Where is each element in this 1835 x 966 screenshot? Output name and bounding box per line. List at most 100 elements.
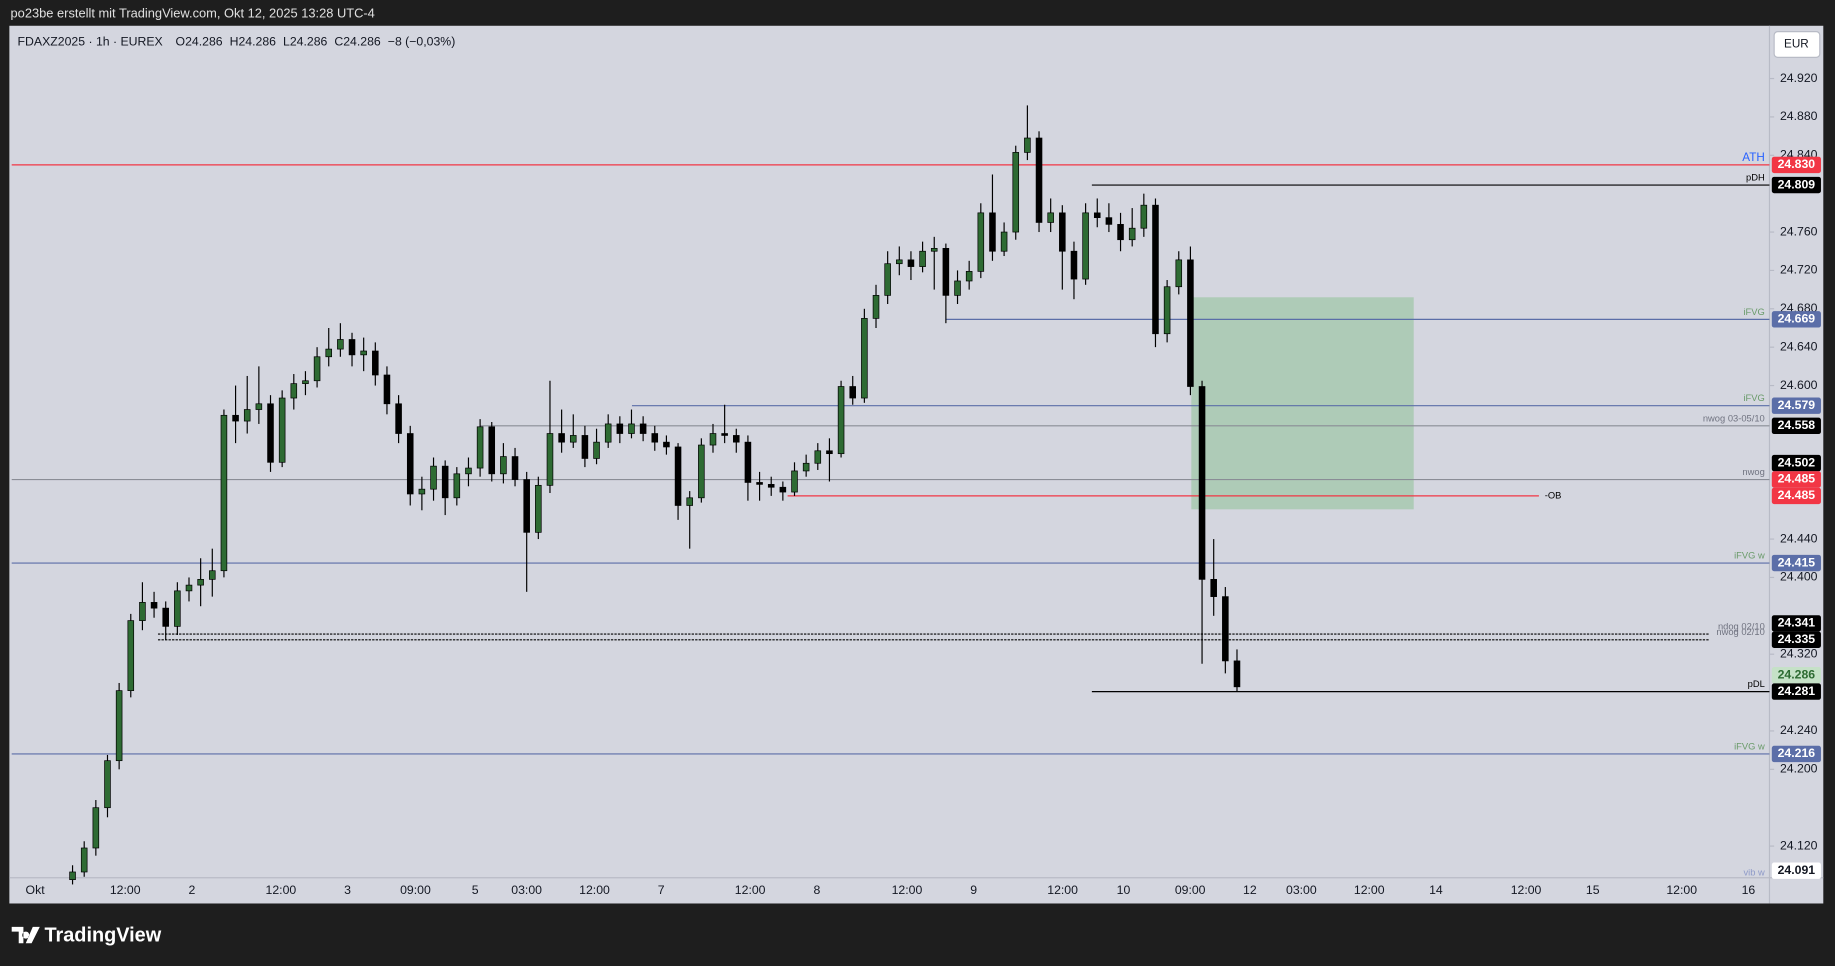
candle-body [663,441,670,448]
level-name: pDH [1746,172,1765,182]
legend-value: O24.286 [176,34,223,48]
x-tick-label: Okt [26,883,46,897]
candle-body [581,435,589,459]
candle-body [243,409,251,422]
candle-body [162,607,169,627]
candle-body [861,318,868,399]
price-tag-label: 24.830 [1778,157,1816,171]
price-tag [1771,862,1821,879]
candle-body [930,248,938,252]
candle-body [896,259,903,265]
level-name: iFVG [1743,393,1764,403]
candle-body [698,444,705,499]
candle-body [686,497,693,506]
currency-box[interactable] [1773,31,1821,58]
legend-value: C24.286 [334,34,381,48]
x-tick-label: 12 [1243,883,1257,897]
x-tick-label: 16 [1742,883,1756,897]
candle-body [709,433,717,446]
x-tick-label: 12:00 [892,883,923,897]
price-tag-label: 24.485 [1778,472,1816,486]
price-tag [1771,667,1821,684]
price-tag-label: 24.091 [1778,863,1816,877]
level-name: ndog 02/10 [1718,621,1765,631]
y-tick-label: 24.240 [1780,723,1818,737]
candle-body [756,482,763,485]
currency[interactable]: EUR [1784,38,1809,51]
candle-body [220,414,228,572]
candle-body [628,423,635,434]
candle-body [1000,231,1008,252]
price-tag [1771,631,1821,648]
candle-body [616,423,624,434]
price-tag-label: 24.669 [1778,312,1816,326]
candle-body [1163,286,1171,335]
candle-body [267,403,274,463]
price-tag-label: 24.502 [1778,455,1816,469]
candle-body [209,570,216,580]
candle-body [1024,137,1031,153]
candle-body [92,807,100,849]
x-tick-label: 5 [472,883,479,897]
x-tick-label: 12:00 [1666,883,1697,897]
candle-body [511,456,519,480]
x-tick-label: 12:00 [1511,883,1542,897]
zone [1191,297,1414,510]
candle-body [1012,152,1020,233]
candle-body [1059,212,1066,252]
candle-body [80,847,88,873]
y-tick-label: 24.880 [1780,109,1818,123]
candle-body [907,259,915,267]
price-tag [1771,487,1821,505]
candle-body [593,441,600,459]
candle-body [255,403,263,410]
candle-body [674,446,682,506]
level-name: nwog 03-05/10 [1703,413,1765,423]
y-tick-label: 24.200 [1780,762,1818,776]
x-tick-label: 12:00 [735,883,766,897]
candle-body [185,584,193,592]
price-tag [1771,311,1821,328]
candle-body [488,426,496,475]
level-name: iFVG w [1734,741,1765,751]
candle-body [569,435,577,443]
y-tick-label: 24.400 [1780,570,1818,584]
price-tag [1771,471,1821,488]
legend-value: −8 (−0,03%) [388,34,456,48]
level-name: -OB [1545,490,1562,500]
candle-body [779,486,787,493]
x-tick-label: 8 [813,883,820,897]
level-name: nwog 02/10 [1716,627,1764,637]
candle-body [465,467,472,475]
candle-body [104,760,111,809]
candle-body [69,871,76,881]
candle-body [733,435,740,443]
candle-body [278,397,286,463]
x-tick-label: 14 [1429,883,1443,897]
candle-body [337,339,344,350]
x-tick-label: 12:00 [266,883,297,897]
candle-body [721,433,728,436]
x-tick-label: 12:00 [110,883,141,897]
candle-body [977,212,985,272]
candle-body [558,433,565,443]
candle-body [523,479,530,533]
candle-body [1117,224,1124,241]
candle-body [174,590,181,627]
candle-body [1128,227,1136,241]
candle-body [872,295,880,319]
candle-body [1187,259,1194,387]
y-tick-label: 24.640 [1780,339,1818,353]
candle-body [406,433,414,495]
price-tag [1771,745,1821,763]
candle-body [1210,579,1217,597]
candle-body [139,602,146,621]
candle-body [651,433,659,443]
candle-body [1035,137,1043,223]
level-name: iFVG [1743,307,1764,317]
price-tag [1771,397,1821,414]
candle-body [919,250,926,267]
chart-panel [9,25,1824,904]
price-tag [1771,176,1821,194]
